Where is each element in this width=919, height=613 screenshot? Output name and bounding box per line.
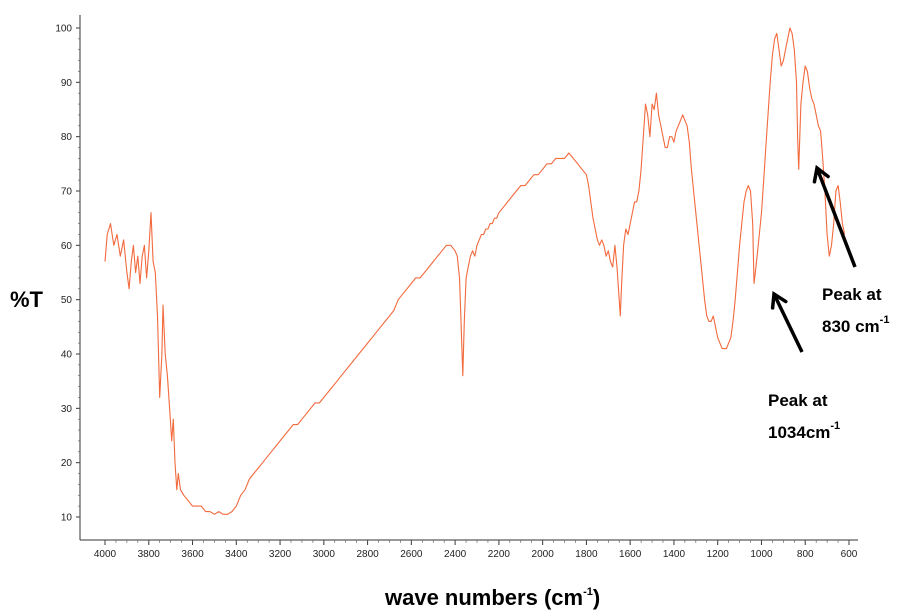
annotation-label-sup: -1 <box>830 420 840 432</box>
annotation-arrow-head <box>770 290 788 310</box>
y-tick-label: 50 <box>61 295 73 306</box>
x-tick-label: 800 <box>797 549 814 560</box>
y-tick-label: 100 <box>55 24 72 35</box>
x-tick-label: 2200 <box>488 549 511 560</box>
y-tick-label: 10 <box>61 513 73 524</box>
series-group <box>104 27 846 515</box>
x-tick-label: 3000 <box>313 549 336 560</box>
x-tick-label: 600 <box>841 549 858 560</box>
y-ticks: 10 20 30 40 50 60 70 80 90 100 <box>55 24 80 524</box>
x-tick-label: 2600 <box>400 549 423 560</box>
x-tick-label: 3600 <box>181 549 204 560</box>
annotation-label-main: 1034cm <box>768 423 830 442</box>
annotation-label-line2: 830 cm-1 <box>822 314 889 336</box>
x-tick-label: 2800 <box>356 549 379 560</box>
annotation-arrow-head <box>812 164 830 184</box>
x-axis-label-end: ) <box>593 585 600 610</box>
y-tick-label: 20 <box>61 458 73 469</box>
x-axis-label: wave numbers (cm-1) <box>384 585 600 610</box>
x-tick-label: 1200 <box>707 549 730 560</box>
transmittance-line <box>104 27 846 515</box>
y-tick-label: 60 <box>61 241 73 252</box>
x-tick-label: 1400 <box>663 549 686 560</box>
x-tick-label: 3400 <box>225 549 248 560</box>
x-tick-label: 1800 <box>575 549 598 560</box>
y-tick-label: 40 <box>61 350 73 361</box>
x-tick-label: 3200 <box>269 549 292 560</box>
annotation-arrow-shaft <box>772 293 804 353</box>
y-tick-label: 70 <box>61 187 73 198</box>
x-ticks: 4000 3800 3600 3400 3200 3000 2800 2600 2400 2200… <box>94 540 858 560</box>
x-tick-label: 2400 <box>444 549 467 560</box>
y-tick-label: 30 <box>61 404 73 415</box>
x-tick-label: 1600 <box>619 549 642 560</box>
chart-axes <box>79 15 858 541</box>
annotation-label-sup: -1 <box>880 314 890 326</box>
y-tick-label: 80 <box>61 132 73 143</box>
x-tick-label: 3800 <box>138 549 161 560</box>
x-tick-label: 1000 <box>750 549 773 560</box>
y-tick-label: 90 <box>61 78 73 89</box>
annotation-arrow-shaft <box>815 167 857 268</box>
x-tick-label: 2000 <box>532 549 555 560</box>
x-axis-label-main: wave numbers (cm <box>384 585 583 610</box>
annotation-label-main: 830 cm <box>822 317 880 336</box>
annotation-label-line1: Peak at <box>768 391 828 410</box>
x-tick-label: 4000 <box>94 549 117 560</box>
x-axis-label-sup: -1 <box>583 586 593 598</box>
y-axis-label: %T <box>10 287 44 312</box>
annotation-label-line1: Peak at <box>822 285 882 304</box>
annotation-label-line2: 1034cm-1 <box>768 420 840 442</box>
